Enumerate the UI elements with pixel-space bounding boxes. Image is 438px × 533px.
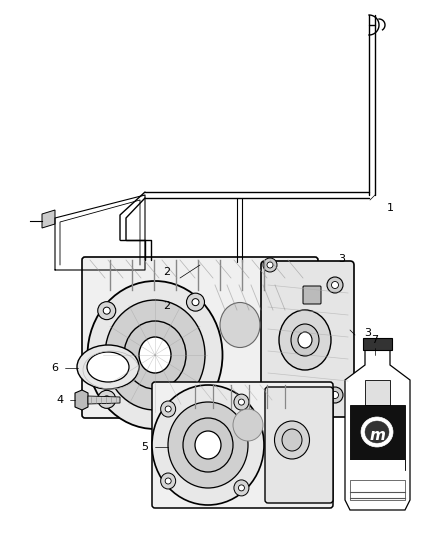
Text: 7: 7 (371, 335, 378, 345)
Text: 4: 4 (57, 395, 64, 405)
Text: 3: 3 (364, 328, 371, 338)
Ellipse shape (267, 262, 273, 268)
Polygon shape (365, 380, 390, 405)
Ellipse shape (105, 300, 205, 410)
Text: 2: 2 (163, 302, 170, 311)
Ellipse shape (238, 485, 244, 491)
Polygon shape (345, 350, 410, 510)
Ellipse shape (279, 310, 331, 370)
Ellipse shape (365, 421, 389, 443)
Polygon shape (363, 338, 392, 350)
Ellipse shape (233, 409, 263, 441)
Ellipse shape (234, 480, 249, 496)
Text: 5: 5 (141, 442, 148, 452)
FancyBboxPatch shape (152, 382, 333, 508)
FancyBboxPatch shape (265, 387, 333, 503)
Ellipse shape (183, 418, 233, 472)
Ellipse shape (165, 406, 171, 412)
Polygon shape (350, 460, 405, 480)
Ellipse shape (332, 281, 339, 288)
Ellipse shape (161, 473, 176, 489)
Ellipse shape (103, 307, 110, 314)
Ellipse shape (187, 293, 205, 311)
Ellipse shape (195, 431, 221, 459)
Ellipse shape (139, 337, 171, 373)
Ellipse shape (187, 399, 205, 417)
Ellipse shape (327, 277, 343, 293)
Ellipse shape (152, 385, 264, 505)
Text: 2: 2 (163, 267, 170, 277)
Ellipse shape (298, 332, 312, 348)
Ellipse shape (165, 478, 171, 484)
Ellipse shape (332, 392, 339, 399)
Ellipse shape (88, 281, 223, 429)
Polygon shape (75, 390, 88, 410)
Ellipse shape (327, 387, 343, 403)
Polygon shape (42, 210, 55, 228)
Text: 6: 6 (52, 363, 59, 373)
Polygon shape (88, 396, 120, 404)
Polygon shape (350, 480, 405, 500)
FancyBboxPatch shape (82, 257, 318, 418)
Ellipse shape (103, 396, 110, 403)
Ellipse shape (98, 302, 116, 320)
Ellipse shape (168, 402, 248, 488)
Ellipse shape (87, 352, 129, 382)
Polygon shape (350, 405, 405, 470)
Ellipse shape (98, 390, 116, 408)
Ellipse shape (282, 429, 302, 451)
Ellipse shape (275, 421, 310, 459)
Ellipse shape (77, 345, 139, 389)
Ellipse shape (220, 303, 260, 348)
Text: m: m (369, 427, 385, 442)
Ellipse shape (161, 401, 176, 417)
Ellipse shape (234, 394, 249, 410)
FancyBboxPatch shape (303, 286, 321, 304)
Ellipse shape (291, 324, 319, 356)
Ellipse shape (192, 298, 199, 305)
Text: 1: 1 (386, 203, 393, 213)
Text: 3: 3 (338, 254, 345, 263)
FancyBboxPatch shape (261, 261, 354, 417)
Ellipse shape (192, 405, 199, 411)
Ellipse shape (361, 417, 393, 447)
Ellipse shape (263, 258, 277, 272)
Ellipse shape (238, 399, 244, 405)
Ellipse shape (124, 321, 186, 389)
